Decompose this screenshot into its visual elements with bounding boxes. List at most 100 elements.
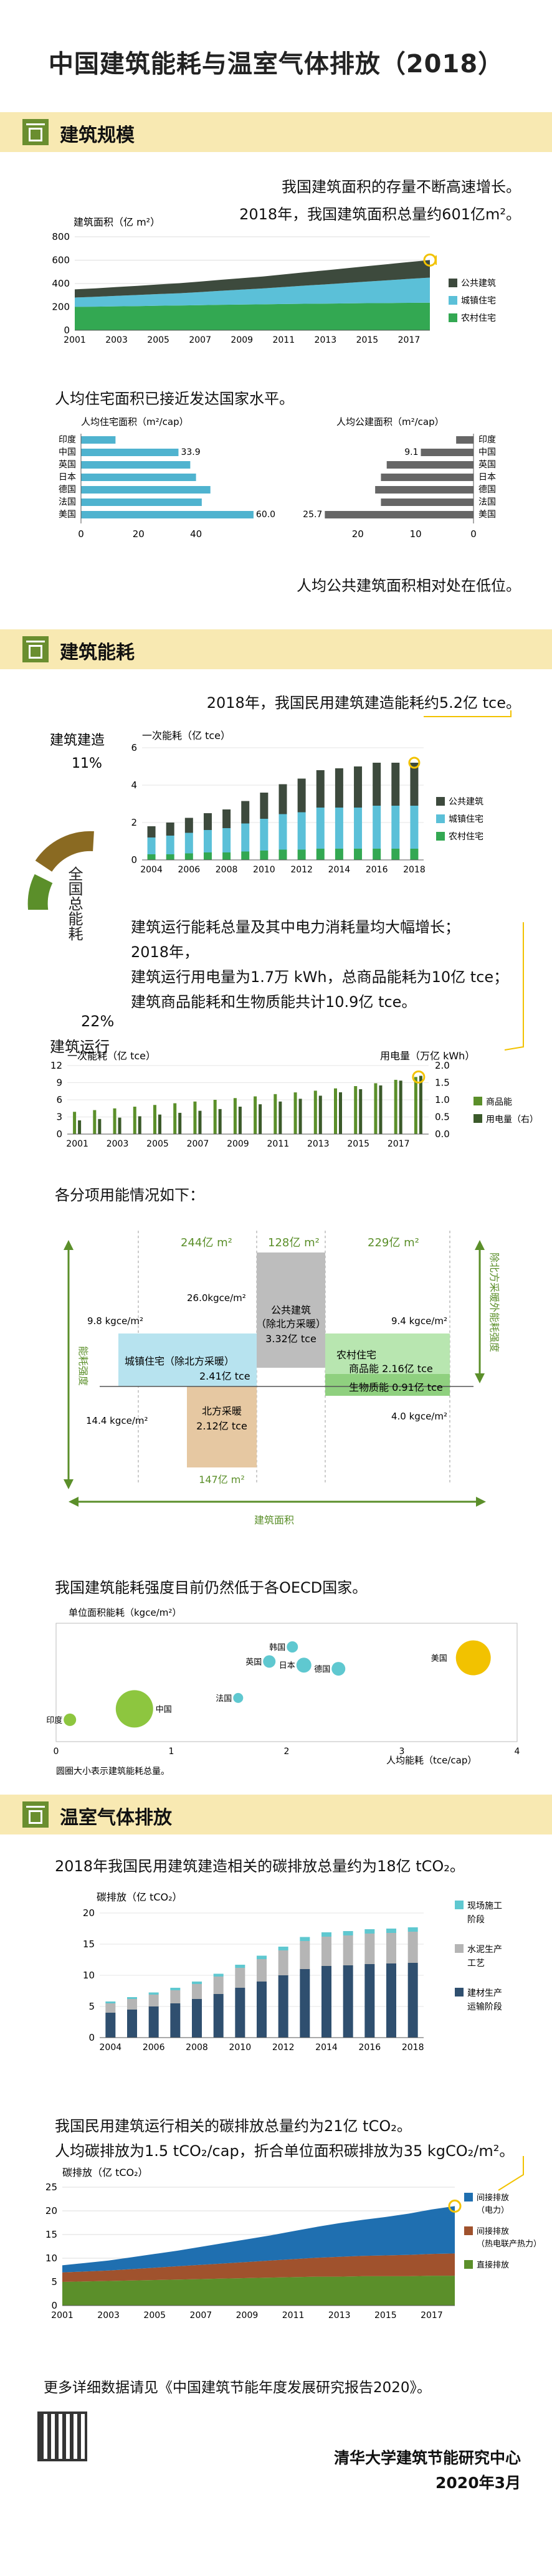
label-rural: 农村住宅: [336, 1349, 376, 1361]
ytick-label: 2: [131, 817, 137, 828]
bar-commercial: [374, 1083, 378, 1134]
chart-bubble: 单位面积能耗（kgce/m²） 人均能耗（tce/cap） 圆圈大小表示建筑能耗…: [46, 1607, 520, 1777]
ytick-label: 0: [64, 325, 70, 336]
bar-segment: [148, 2006, 159, 2038]
bar-segment: [257, 1982, 267, 2038]
bar-commercial: [133, 1107, 136, 1134]
bubble-label: 印度: [46, 1715, 62, 1725]
bar-segment: [343, 1965, 353, 2038]
bar-segment: [166, 823, 174, 836]
bar-electricity: [138, 1116, 141, 1134]
label-public2: （除北方采暖）: [256, 1318, 326, 1330]
label-area-rural: 229亿 m²: [368, 1236, 419, 1249]
xtick-label: 2010: [253, 865, 275, 875]
bar-electricity: [178, 1112, 182, 1134]
ytick-label: 6: [131, 742, 137, 753]
legend-swatch: [436, 814, 445, 823]
legend-swatch: [449, 296, 457, 305]
xtick-label: 2007: [190, 2311, 212, 2321]
chart-building-area: 建筑面积（亿 m²） 0 200 400 600 800 2001 2003 2005 2007…: [52, 216, 496, 345]
label-int-public: 26.0kgce/m²: [187, 1292, 246, 1304]
legend-swatch: [464, 2260, 473, 2269]
bar-electricity: [298, 1099, 302, 1134]
xtick-label: 2005: [143, 2311, 166, 2321]
bubble-韩国: [287, 1641, 298, 1653]
res-bar: [81, 511, 254, 518]
bar-segment: [316, 770, 325, 808]
ring-build-label: 建筑建造: [50, 733, 105, 748]
bar-segment: [257, 1959, 267, 1982]
bar-electricity: [118, 1117, 121, 1134]
legend-swatch: [449, 279, 457, 287]
xtick-label: 2003: [97, 2311, 120, 2321]
xtick-label: 2001: [51, 2311, 74, 2321]
bar-segment: [222, 828, 231, 852]
legend-swatch: [455, 1988, 464, 1996]
bar-segment: [203, 852, 212, 860]
bar-commercial: [394, 1079, 397, 1134]
bar-electricity: [399, 1080, 402, 1134]
pub-bar: [386, 461, 473, 469]
ytick-label: 0: [131, 854, 137, 866]
bubble-label: 美国: [431, 1654, 447, 1664]
res-bar: [81, 461, 191, 469]
legend-label: （热电联产热力）: [477, 2240, 541, 2249]
bar-segment: [166, 836, 174, 854]
bar-electricity: [339, 1092, 342, 1134]
ytick-label: 10: [83, 1970, 95, 1981]
label-rural2: 商品能 2.16亿 tce: [349, 1363, 433, 1375]
section-bar-scale: 建筑规模: [0, 112, 552, 152]
legend-label: 运输阶段: [467, 2002, 502, 2012]
percap-res-ylabel: 人均住宅面积（m²/cap）: [81, 416, 189, 427]
bar-segment: [354, 766, 363, 808]
ytick-label: 0: [56, 1128, 62, 1140]
bar-segment: [297, 812, 306, 850]
xtick-label: 2017: [421, 2311, 443, 2321]
bar-electricity: [158, 1114, 161, 1134]
pub-category: 美国: [478, 510, 496, 520]
label-int-rural: 9.4 kgce/m²: [391, 1315, 447, 1327]
xtick-label: 2017: [398, 335, 421, 345]
legend-label: 公共建筑: [449, 797, 483, 807]
highlight-circle: [423, 253, 437, 267]
y2tick-label: 1.0: [435, 1094, 450, 1105]
bar-electricity: [218, 1109, 222, 1134]
pub-bar: [325, 511, 473, 518]
bar-electricity: [98, 1119, 102, 1134]
y2tick-label: 0.0: [435, 1128, 450, 1140]
section-title-ghg: 温室气体排放: [60, 1807, 172, 1829]
text-more-info: 更多详细数据请见《中国建筑节能年度发展研究报告2020》。: [44, 2380, 432, 2396]
bar-segment: [391, 763, 400, 806]
ytick-label: 600: [52, 255, 70, 266]
operation-ylabel: 一次能耗（亿 tce）: [67, 1050, 156, 1062]
legend-label: 阶段: [467, 1915, 485, 1925]
bar-segment: [343, 1935, 353, 1965]
ytick-label: 12: [50, 1060, 62, 1071]
text-operation-d: 建筑商品能耗和生物质能共计10.9亿 tce。: [131, 993, 417, 1011]
bubble-日本: [296, 1658, 312, 1673]
ytick-label: 10: [45, 2253, 57, 2264]
bar-segment: [297, 849, 306, 860]
bar-segment: [166, 854, 174, 860]
res-bar: [81, 486, 211, 494]
ytick-label: 20: [83, 1907, 95, 1919]
qr-code: [37, 2411, 87, 2461]
xtick-label: 2003: [107, 1139, 129, 1149]
bubble-xtick: 1: [169, 1747, 174, 1757]
bar-segment: [213, 1977, 224, 1994]
ytick-label: 6: [56, 1094, 62, 1105]
bar-segment: [373, 806, 381, 849]
bar-commercial: [354, 1086, 358, 1134]
res-bar: [81, 499, 202, 506]
org-name: 清华大学建筑节能研究中心: [333, 2449, 521, 2467]
bar-segment: [203, 813, 212, 830]
highlight-circle: [448, 2199, 462, 2213]
carbon-build-ylabel: 碳排放（亿 tCO₂）: [97, 1891, 183, 1903]
ring-run-label: 建筑运行: [50, 1038, 110, 1056]
xtick-label: 2005: [146, 1139, 169, 1149]
bar-segment: [278, 849, 287, 860]
bar-segment: [297, 778, 306, 813]
bar-segment: [321, 1966, 331, 2038]
bar-segment: [105, 2001, 116, 2003]
bar-segment: [354, 849, 363, 860]
